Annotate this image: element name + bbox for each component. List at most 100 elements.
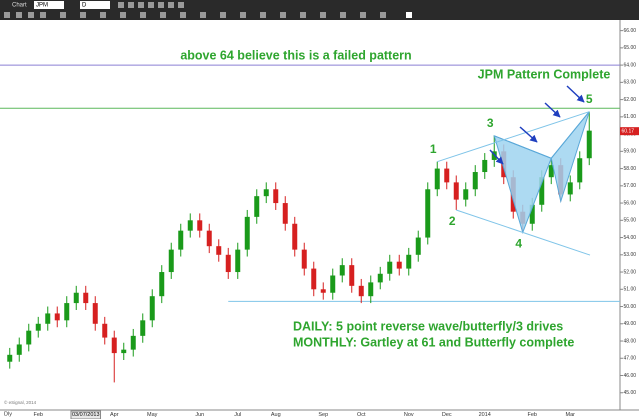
wave-label: 5	[586, 92, 593, 106]
y-tick-label: 66.00	[624, 28, 637, 34]
window-title: Chart	[12, 3, 27, 9]
candle-body	[577, 158, 583, 183]
y-tick-label: 49.00	[624, 321, 637, 327]
y-tick-label: 48.00	[624, 338, 637, 344]
x-tick-label: Dec	[442, 412, 452, 418]
x-tick-label: Mar	[566, 412, 576, 418]
x-tick-label: Feb	[528, 412, 537, 418]
y-tick-label: 52.00	[624, 269, 637, 275]
candle-body	[330, 275, 336, 293]
candle-body	[216, 246, 222, 255]
candle-body	[54, 313, 60, 321]
candle-body	[197, 220, 203, 231]
y-tick-label: 46.00	[624, 373, 637, 379]
x-tick-label: Jun	[195, 412, 204, 418]
y-tick-label: 59.00	[624, 149, 637, 155]
candle-body	[7, 354, 13, 362]
y-tick-label: 51.00	[624, 287, 637, 293]
y-tick-label: 55.00	[624, 218, 637, 224]
candle-body	[111, 337, 117, 354]
candle-body	[187, 220, 193, 231]
candle-body	[102, 323, 108, 338]
x-tick-label: Nov	[404, 412, 414, 418]
candle-body	[178, 230, 184, 250]
wave-label: 4	[515, 237, 522, 251]
wave-label: 1	[430, 142, 437, 156]
interval-label: Dly	[4, 411, 12, 417]
y-tick-label: 62.00	[624, 97, 637, 103]
x-tick-label: Sep	[318, 412, 328, 418]
candle-body	[586, 130, 592, 159]
y-tick-label: 56.00	[624, 200, 637, 206]
candle-body	[263, 189, 269, 197]
x-tick-label: 03/07/2013	[72, 412, 100, 418]
candle-body	[149, 296, 155, 321]
candle-body	[92, 303, 98, 324]
candle-body	[396, 261, 402, 269]
y-tick-label: 45.00	[624, 390, 637, 396]
candle-body	[463, 189, 469, 200]
wave-label: 2	[449, 214, 456, 228]
annotation: DAILY: 5 point reverse wave/butterfly/3 …	[293, 319, 563, 333]
candle-body	[35, 323, 41, 331]
candle-body	[225, 254, 231, 273]
y-tick-label: 57.00	[624, 183, 637, 189]
annotation: above 64 believe this is a failed patter…	[180, 48, 411, 62]
y-tick-label: 47.00	[624, 356, 637, 362]
toolbar-icons	[4, 2, 412, 18]
trendline	[456, 209, 591, 256]
y-tick-label: 63.00	[624, 80, 637, 86]
candle-body	[406, 254, 412, 269]
candle-body	[434, 168, 440, 190]
symbol-box[interactable]	[34, 1, 64, 9]
candle-body	[159, 272, 165, 297]
y-tick-label: 53.00	[624, 252, 637, 258]
arrows	[489, 85, 585, 165]
candle-body	[16, 344, 22, 355]
x-tick-label: Oct	[357, 412, 366, 418]
candle-body	[301, 249, 307, 269]
x-tick-label: May	[147, 412, 158, 418]
candle-body	[567, 182, 573, 195]
candle-body	[377, 273, 383, 283]
candle-body	[311, 268, 317, 290]
candle-body	[472, 172, 478, 190]
candle-body	[206, 230, 212, 247]
y-tick-label: 64.00	[624, 62, 637, 68]
interval-box[interactable]	[80, 1, 110, 9]
candle-body	[415, 237, 421, 255]
candle-body	[26, 330, 32, 345]
candle-body	[244, 216, 250, 250]
x-tick-label: 2014	[479, 412, 491, 418]
candle-body	[45, 313, 51, 324]
x-tick-label: Apr	[110, 412, 119, 418]
candle-body	[453, 182, 459, 200]
candle-body	[349, 265, 355, 286]
interval-input: D	[82, 3, 87, 9]
candle-body	[387, 261, 393, 274]
candle-body	[320, 289, 326, 293]
annotation: JPM Pattern Complete	[478, 67, 611, 81]
x-tick-label: Aug	[271, 412, 281, 418]
copyright: © eSignal, 2014	[4, 399, 37, 405]
candle-body	[339, 265, 345, 276]
candle-body	[282, 203, 288, 224]
candle-body	[140, 320, 146, 336]
candle-body	[444, 168, 450, 183]
candle-body	[130, 335, 136, 350]
x-tick-label: Feb	[34, 412, 43, 418]
wave-label: 3	[487, 116, 494, 130]
candle-body	[273, 189, 279, 204]
trendline	[437, 111, 590, 163]
candle-body	[425, 189, 431, 238]
candle-body	[292, 223, 298, 250]
butterfly-outline	[494, 111, 590, 159]
annotation: MONTHLY: Gartley at 61 and Butterfly com…	[293, 335, 574, 349]
y-tick-label: 61.00	[624, 114, 637, 120]
last-price-label: 60.17	[622, 128, 635, 134]
candle-body	[548, 165, 554, 178]
candle-body	[83, 292, 89, 304]
